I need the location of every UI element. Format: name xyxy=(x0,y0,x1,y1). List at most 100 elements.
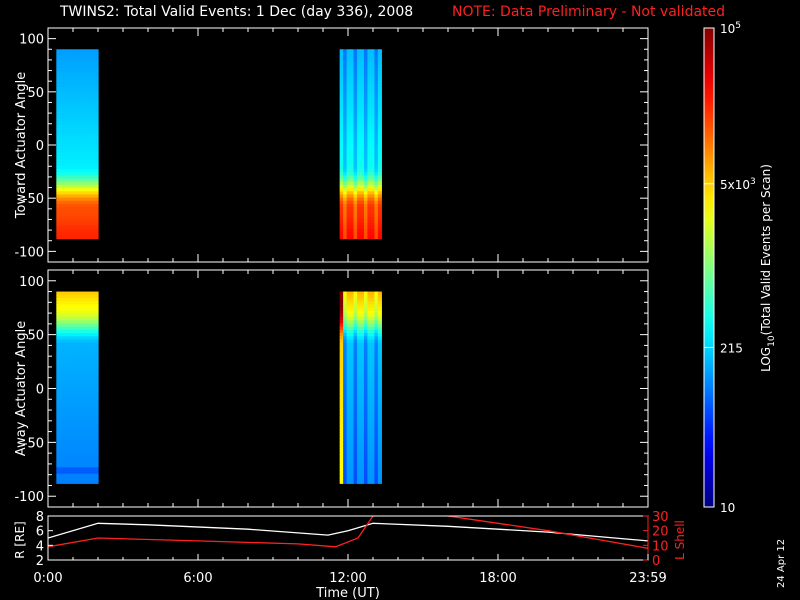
heatmap-cell xyxy=(367,166,372,170)
heatmap-cell xyxy=(91,52,99,57)
heatmap-cell xyxy=(70,467,78,472)
heatmap-cell xyxy=(370,96,375,101)
heatmap-cell xyxy=(377,361,382,366)
heatmap-cell xyxy=(357,323,362,328)
heatmap-cell xyxy=(350,317,355,321)
heatmap-cell xyxy=(377,49,382,54)
heatmap-cell xyxy=(91,438,99,443)
heatmap-cell xyxy=(377,371,382,376)
heatmap-cell xyxy=(353,339,358,344)
heatmap-cell xyxy=(350,451,355,456)
heatmap-cell xyxy=(363,210,369,214)
heatmap-cell xyxy=(84,137,92,142)
heatmap-cell xyxy=(77,448,85,452)
heatmap-cell xyxy=(357,169,362,173)
heatmap-cell xyxy=(370,467,375,472)
heatmap-cell xyxy=(367,291,372,296)
heatmap-cell xyxy=(374,131,379,136)
heatmap-cell xyxy=(346,109,351,113)
heatmap-cell xyxy=(84,210,92,214)
heatmap-cell xyxy=(70,197,78,202)
heatmap-cell xyxy=(370,99,375,104)
heatmap-cell xyxy=(374,432,379,436)
heatmap-cell xyxy=(370,203,375,208)
heatmap-cell xyxy=(374,320,379,325)
heatmap-cell xyxy=(353,384,358,389)
heatmap-cell xyxy=(374,96,379,101)
heatmap-cell xyxy=(360,87,365,91)
heatmap-cell xyxy=(374,368,379,373)
heatmap-cell xyxy=(363,438,369,443)
heatmap-cell xyxy=(350,297,355,302)
heatmap-cell xyxy=(56,188,64,192)
heatmap-cell xyxy=(91,460,99,465)
heatmap-cell xyxy=(377,432,382,436)
heatmap-cell xyxy=(357,87,362,91)
heatmap-cell xyxy=(84,93,92,98)
heatmap-cell xyxy=(374,400,379,405)
y-right-tick-label: 0 xyxy=(652,554,660,569)
heatmap-cell xyxy=(353,99,358,104)
heatmap-cell xyxy=(363,444,369,449)
heatmap-cell xyxy=(70,441,78,446)
heatmap-cell xyxy=(350,473,355,478)
heatmap-cell xyxy=(339,134,344,139)
heatmap-cell xyxy=(367,349,372,353)
heatmap-cell xyxy=(339,121,344,126)
heatmap-cell xyxy=(374,61,379,66)
heatmap-cell xyxy=(370,80,375,85)
heatmap-cell xyxy=(77,333,85,337)
heatmap-cell xyxy=(360,323,365,328)
heatmap-cell xyxy=(353,147,358,151)
heatmap-cell xyxy=(77,178,85,183)
heatmap-cell xyxy=(63,191,71,196)
heatmap-cell xyxy=(346,210,351,214)
heatmap-cell xyxy=(350,355,355,360)
heatmap-cell xyxy=(91,377,99,382)
heatmap-cell xyxy=(339,203,344,208)
heatmap-cell xyxy=(353,374,358,379)
heatmap-cell xyxy=(343,400,348,405)
heatmap-cell xyxy=(343,65,348,69)
heatmap-cell xyxy=(370,425,375,430)
heatmap-cell xyxy=(70,106,78,110)
heatmap-cell xyxy=(377,409,382,414)
heatmap-cell xyxy=(91,393,99,398)
heatmap-cell xyxy=(350,476,355,481)
heatmap-cell xyxy=(63,336,71,341)
heatmap-cell xyxy=(343,454,348,459)
heatmap-cell xyxy=(84,172,92,177)
heatmap-cell xyxy=(353,143,358,148)
heatmap-cell xyxy=(363,390,369,395)
heatmap-cell xyxy=(377,191,382,196)
heatmap-cell xyxy=(367,216,372,221)
heatmap-cell xyxy=(363,219,369,224)
heatmap-cell xyxy=(63,393,71,398)
heatmap-cell xyxy=(350,52,355,57)
heatmap-cell xyxy=(339,200,344,205)
heatmap-cell xyxy=(353,333,358,337)
heatmap-cell xyxy=(77,49,85,54)
heatmap-cell xyxy=(367,134,372,139)
heatmap-cell xyxy=(63,156,71,161)
heatmap-cell xyxy=(84,403,92,408)
heatmap-cell xyxy=(77,74,85,79)
heatmap-cell xyxy=(350,403,355,408)
heatmap-cell xyxy=(363,184,369,189)
heatmap-cell xyxy=(357,219,362,224)
heatmap-cell xyxy=(363,467,369,472)
heatmap-cell xyxy=(56,444,64,449)
heatmap-cell xyxy=(353,422,358,427)
heatmap-cell xyxy=(360,470,365,475)
heatmap-cell xyxy=(363,125,369,129)
heatmap-cell xyxy=(353,403,358,408)
heatmap-cell xyxy=(357,301,362,305)
heatmap-cell xyxy=(374,169,379,173)
heatmap-cell xyxy=(63,112,71,117)
heatmap-cell xyxy=(350,441,355,446)
heatmap-cell xyxy=(84,432,92,436)
heatmap-cell xyxy=(91,304,99,309)
heatmap-cell xyxy=(370,419,375,424)
heatmap-cell xyxy=(363,90,369,95)
